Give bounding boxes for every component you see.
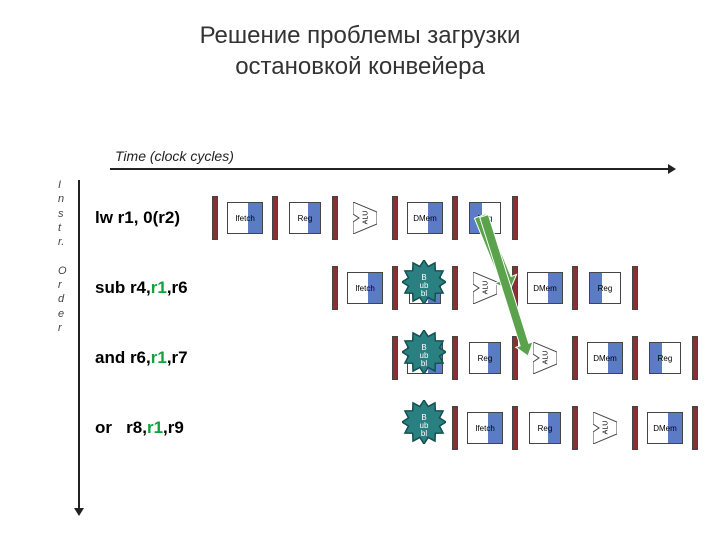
instruction-0: lw r1, 0(r2) xyxy=(95,208,180,228)
instr-order-arrow xyxy=(78,180,80,510)
bubble-icon: Bubbl xyxy=(402,330,446,374)
time-axis-label: Time (clock cycles) xyxy=(115,148,234,164)
slide-title: Решение проблемы загрузки остановкой кон… xyxy=(0,0,720,82)
time-axis-arrow xyxy=(110,168,670,170)
instruction-3: or r8,r1,r9 xyxy=(95,418,184,438)
svg-text:bl: bl xyxy=(421,429,427,438)
svg-text:bl: bl xyxy=(421,289,427,298)
bubble-icon: Bubbl xyxy=(402,400,446,444)
forward-arrow-1 xyxy=(469,211,543,371)
pipeline-row-3: IfetchRegALUDMem xyxy=(455,408,695,448)
title-line2: остановкой конвейера xyxy=(235,53,485,80)
instr-order-label: Instr. Order xyxy=(58,178,66,335)
svg-text:bl: bl xyxy=(421,359,427,368)
bubble-icon: Bubbl xyxy=(402,260,446,304)
title-line1: Решение проблемы загрузки xyxy=(200,22,521,49)
instruction-1: sub r4,r1,r6 xyxy=(95,278,188,298)
instruction-2: and r6,r1,r7 xyxy=(95,348,188,368)
